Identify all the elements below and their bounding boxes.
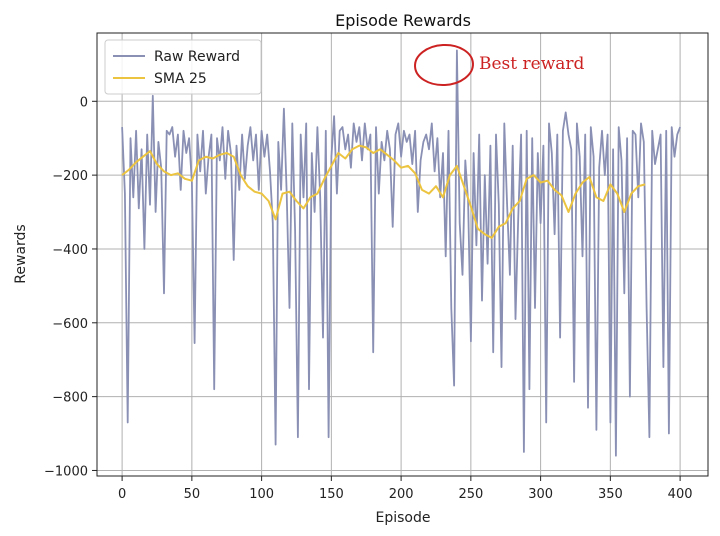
best-reward-annotation: Best reward [414,43,585,87]
plot-frame [96,32,709,477]
y-tick-label--800: −800 [52,391,88,406]
x-axis-ticks: 0 50 100 150 200 250 300 350 400 [118,476,693,502]
x-tick-label-200: 200 [389,487,414,502]
y-axis-label: Rewards [13,224,29,283]
annotation-label: Best reward [479,54,585,74]
sma-series [121,144,646,239]
y-tick-label--200: −200 [52,169,88,184]
raw-reward-line [121,49,681,457]
y-axis-ticks: −1000 −800 −600 −400 −200 0 [44,95,97,479]
x-tick-label-300: 300 [528,487,553,502]
legend-raw-label: Raw Reward [154,49,240,65]
y-tick-label--400: −400 [52,243,88,258]
x-tick-label-400: 400 [668,487,693,502]
x-tick-label-100: 100 [249,487,274,502]
grid-lines [97,33,708,476]
legend-box [104,39,262,95]
x-axis-label: Episode [376,510,431,526]
x-tick-label-50: 50 [184,487,201,502]
raw-reward-series [121,49,681,457]
y-tick-label--1000: −1000 [44,464,88,479]
legend: Raw Reward SMA 25 [104,39,262,95]
x-tick-label-350: 350 [598,487,623,502]
chart-title: Episode Rewards [335,11,471,30]
x-tick-label-0: 0 [118,487,126,502]
annotation-circle [414,43,474,87]
y-tick-label--600: −600 [52,317,88,332]
x-tick-label-150: 150 [319,487,344,502]
legend-sma-label: SMA 25 [154,71,207,87]
sma-25-line [121,144,646,239]
x-tick-label-250: 250 [458,487,483,502]
y-tick-label-0: 0 [80,95,88,110]
